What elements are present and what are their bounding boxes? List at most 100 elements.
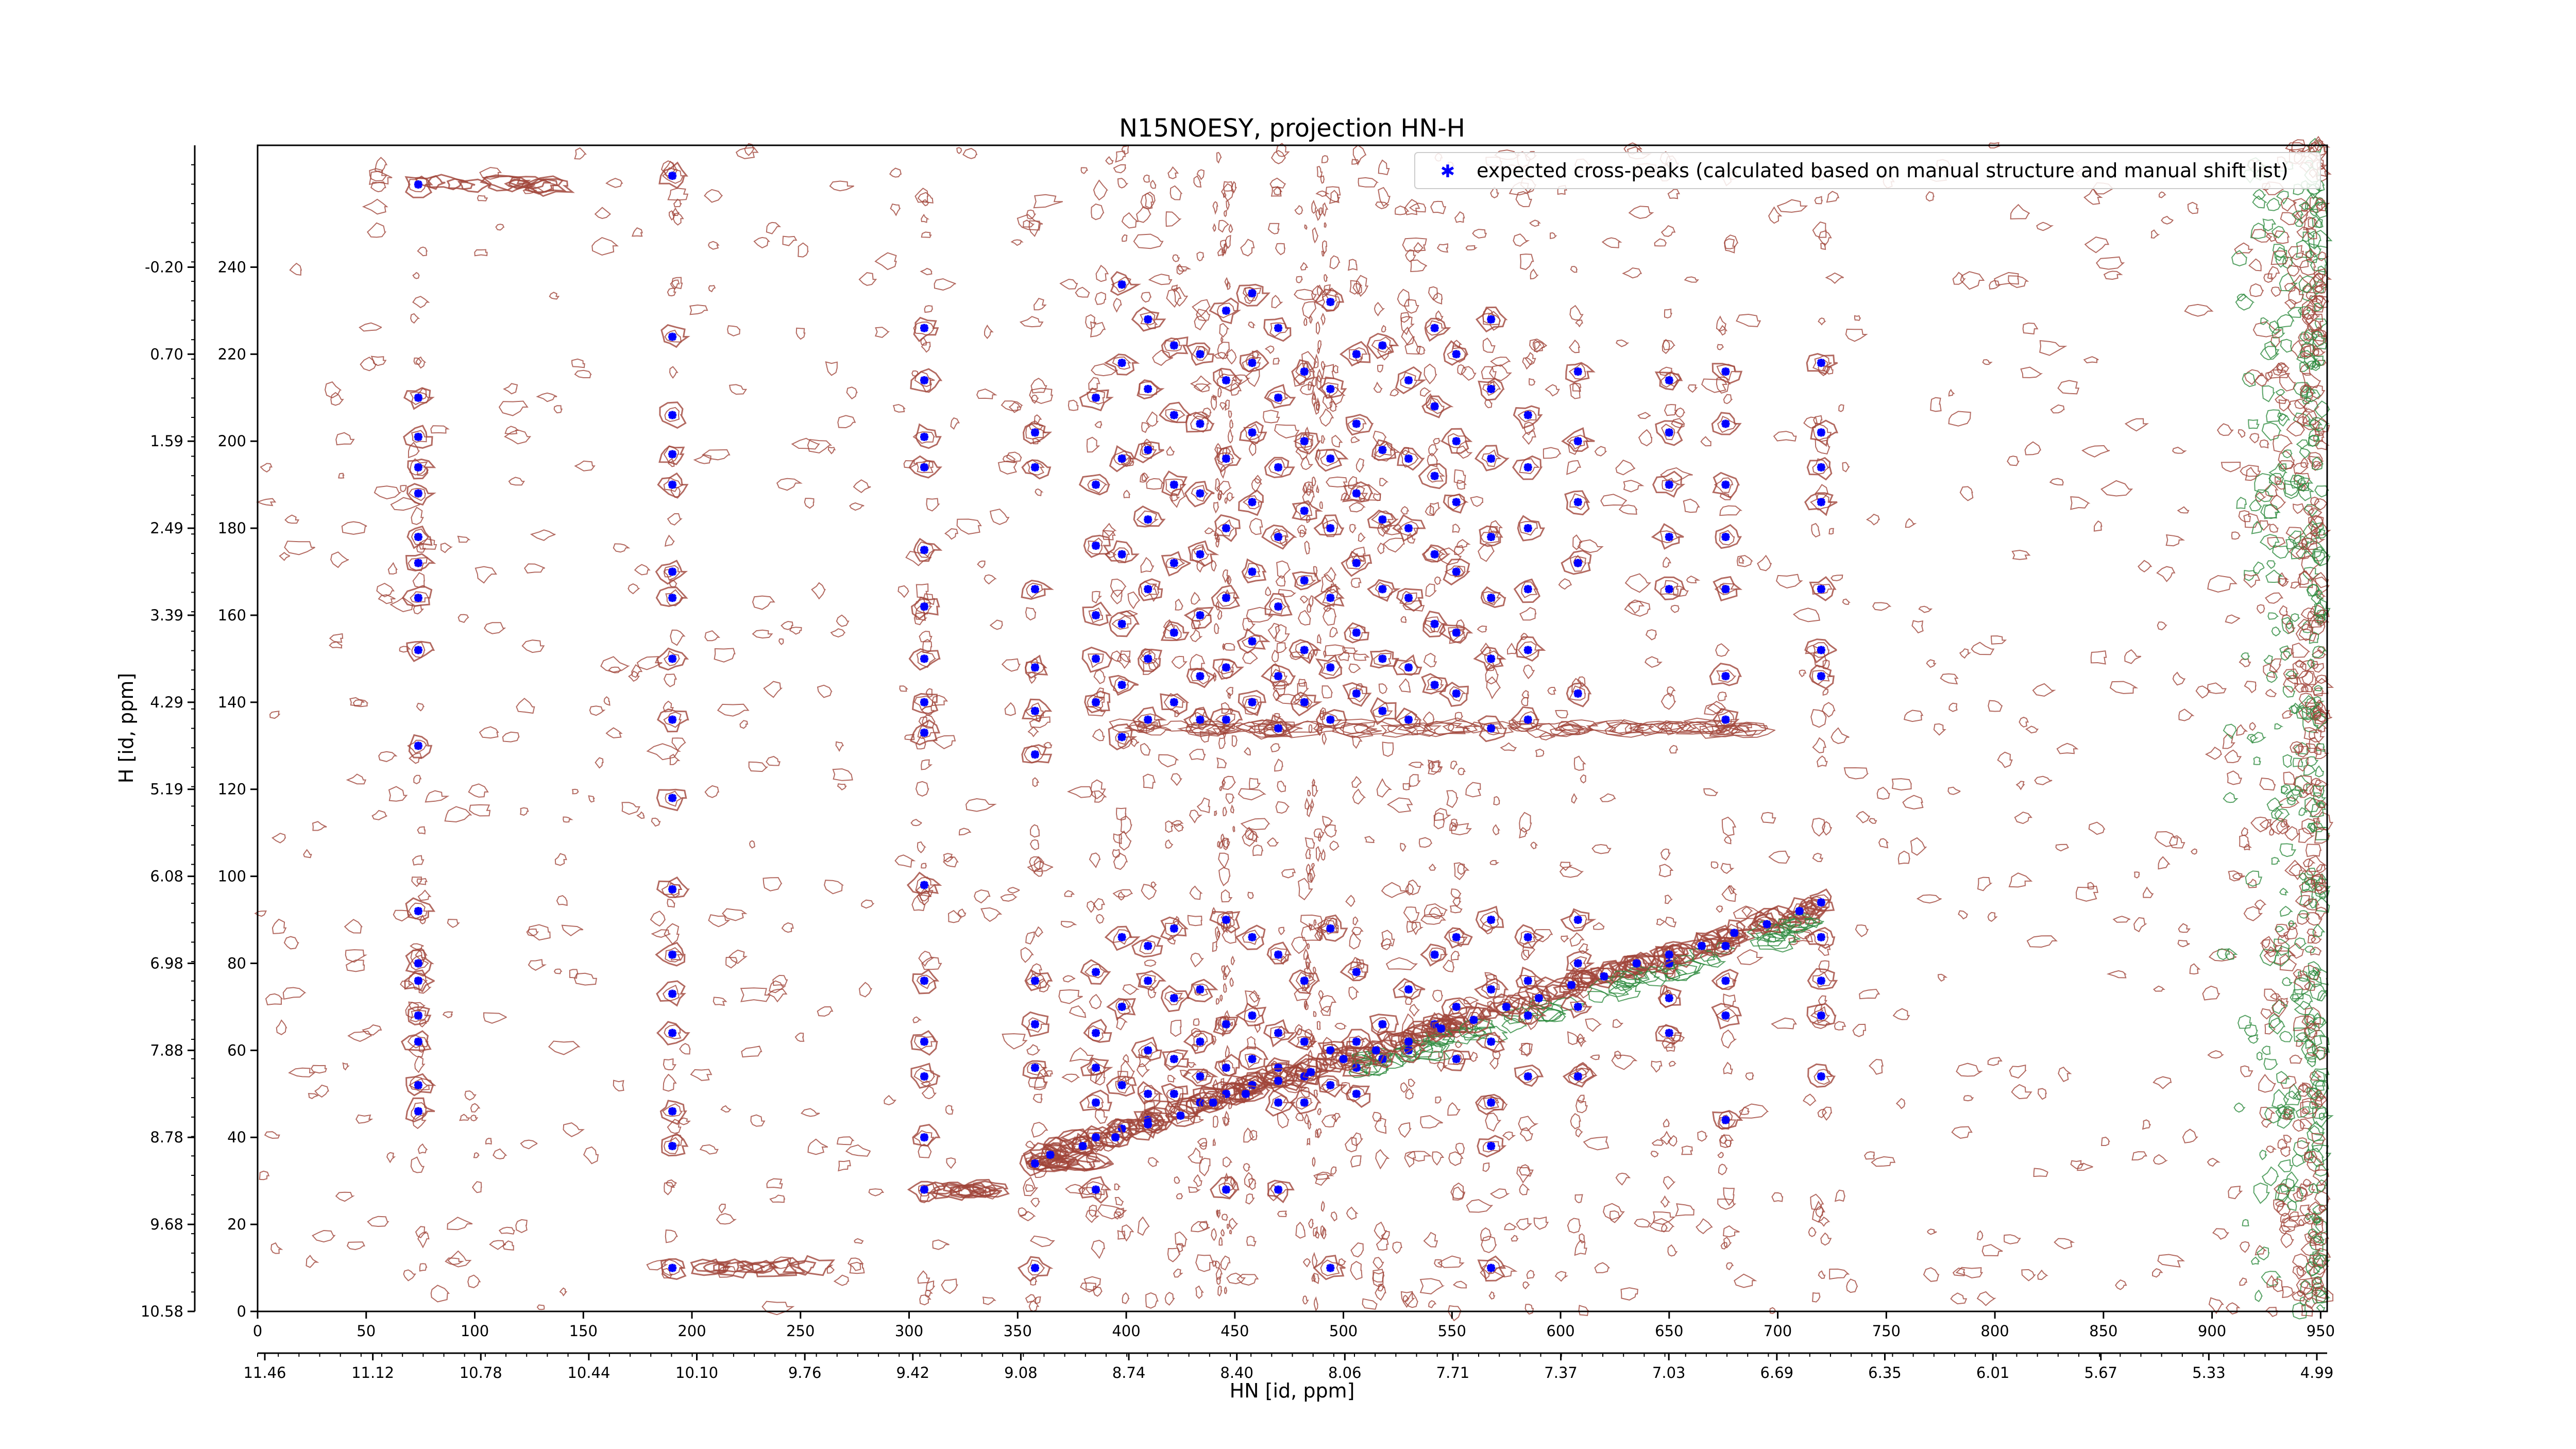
noise-contour <box>2187 201 2199 214</box>
column-contour <box>921 1085 937 1100</box>
column-contour <box>1515 191 1532 208</box>
column-contour <box>1580 774 1586 784</box>
cross-peak-marker <box>1300 576 1309 585</box>
noise-contour <box>1734 1273 1757 1288</box>
marker-stroke <box>1352 628 1361 637</box>
noise-contour <box>489 1240 506 1250</box>
column-contour <box>1404 199 1420 215</box>
noise-contour <box>2234 242 2253 255</box>
marker-stroke <box>1404 594 1413 602</box>
cross-peak-marker <box>668 1029 677 1037</box>
marker-stroke <box>1248 1055 1257 1063</box>
peak-contour <box>1804 492 1838 516</box>
noise-contour <box>1350 436 1360 443</box>
peak-contour <box>1161 1083 1189 1108</box>
cross-peak-marker <box>1170 480 1178 489</box>
column-contour <box>1266 837 1279 847</box>
marker-stroke <box>1352 419 1361 428</box>
noise-contour <box>1325 585 1341 594</box>
noise-contour <box>2221 461 2241 473</box>
marker-stroke <box>1817 359 1825 367</box>
peak-contour <box>916 974 936 989</box>
water-ridge-contour <box>1535 721 1585 737</box>
artifact-streak-contour <box>1306 962 1310 968</box>
column-contour <box>1723 1236 1732 1249</box>
noise-contour <box>1977 877 1993 891</box>
cross-peak-marker <box>1170 698 1178 706</box>
column-contour <box>1190 629 1203 643</box>
diagonal-contour <box>1086 1126 1111 1141</box>
peak-contour <box>1568 685 1586 701</box>
column-contour <box>1086 436 1100 453</box>
column-contour <box>1332 364 1338 374</box>
strong-peak-contour <box>972 1180 1010 1198</box>
noise-contour <box>1895 1098 1906 1109</box>
cross-peak-marker <box>1196 419 1205 428</box>
noise-contour <box>2249 722 2257 731</box>
column-contour <box>1276 642 1287 653</box>
peak-contour <box>1422 610 1448 638</box>
noise-contour <box>858 982 873 998</box>
edge-noise-contour <box>2238 510 2251 523</box>
noise-contour <box>837 415 856 429</box>
marker-stroke <box>668 885 676 894</box>
noise-contour <box>1351 159 1361 165</box>
noise-contour <box>1313 828 1325 838</box>
marker-stroke <box>1524 1012 1532 1020</box>
edge-noise-contour <box>2268 320 2280 334</box>
edge-noise-contour <box>2272 545 2290 559</box>
noise-contour <box>1193 383 1210 393</box>
edge-noise-contour <box>2292 642 2311 658</box>
noise-contour <box>1043 742 1053 749</box>
peak-contour <box>1131 1036 1162 1061</box>
column-contour <box>1570 1113 1581 1130</box>
cross-peak-marker <box>1222 306 1230 315</box>
noise-contour <box>679 1043 691 1055</box>
peak-contour <box>911 693 939 715</box>
edge-noise-contour <box>2305 1039 2317 1049</box>
column-contour <box>1450 1182 1466 1200</box>
noise-contour <box>1362 1298 1378 1310</box>
peak-contour <box>1420 943 1448 967</box>
peak-contour <box>656 876 690 898</box>
column-contour <box>1122 1054 1129 1063</box>
cross-peak-marker <box>920 1072 928 1081</box>
peak-contour <box>1492 993 1520 1021</box>
column-contour <box>1376 1237 1389 1251</box>
cross-peak-marker <box>414 180 422 189</box>
column-contour <box>1428 761 1435 770</box>
column-contour <box>1120 815 1132 834</box>
marker-stroke <box>1031 463 1039 471</box>
column-contour <box>1330 1211 1337 1222</box>
peak-contour <box>1159 401 1192 424</box>
marker-stroke <box>1574 1003 1582 1011</box>
noise-contour <box>849 502 865 511</box>
column-contour <box>1486 676 1501 700</box>
column-contour <box>1817 755 1828 768</box>
peak-contour <box>1213 1016 1239 1035</box>
column-contour <box>1519 1127 1533 1142</box>
column-contour <box>1329 627 1338 638</box>
cross-peak-marker <box>1274 1098 1283 1107</box>
cross-peak-marker <box>1117 1124 1126 1133</box>
noise-contour <box>2133 917 2147 933</box>
column-contour <box>1568 339 1581 353</box>
peak-contour <box>913 537 943 562</box>
column-contour <box>1454 1039 1463 1049</box>
noise-contour <box>2158 856 2171 870</box>
marker-stroke <box>1307 1068 1315 1076</box>
edge-noise-contour <box>2313 785 2325 799</box>
noise-contour <box>1000 894 1018 902</box>
edge-noise-contour <box>2300 538 2316 550</box>
edge-noise-contour <box>2296 477 2314 492</box>
column-contour <box>1150 179 1157 189</box>
column-contour <box>1110 589 1123 605</box>
marker-stroke <box>1665 994 1673 1002</box>
column-contour <box>1246 1236 1257 1246</box>
noise-contour <box>447 919 460 928</box>
column-contour <box>1089 852 1101 869</box>
noise-contour <box>2301 1108 2310 1115</box>
noise-contour <box>1683 498 1700 513</box>
cross-peak-marker <box>1248 498 1257 507</box>
noise-contour <box>2057 380 2080 395</box>
